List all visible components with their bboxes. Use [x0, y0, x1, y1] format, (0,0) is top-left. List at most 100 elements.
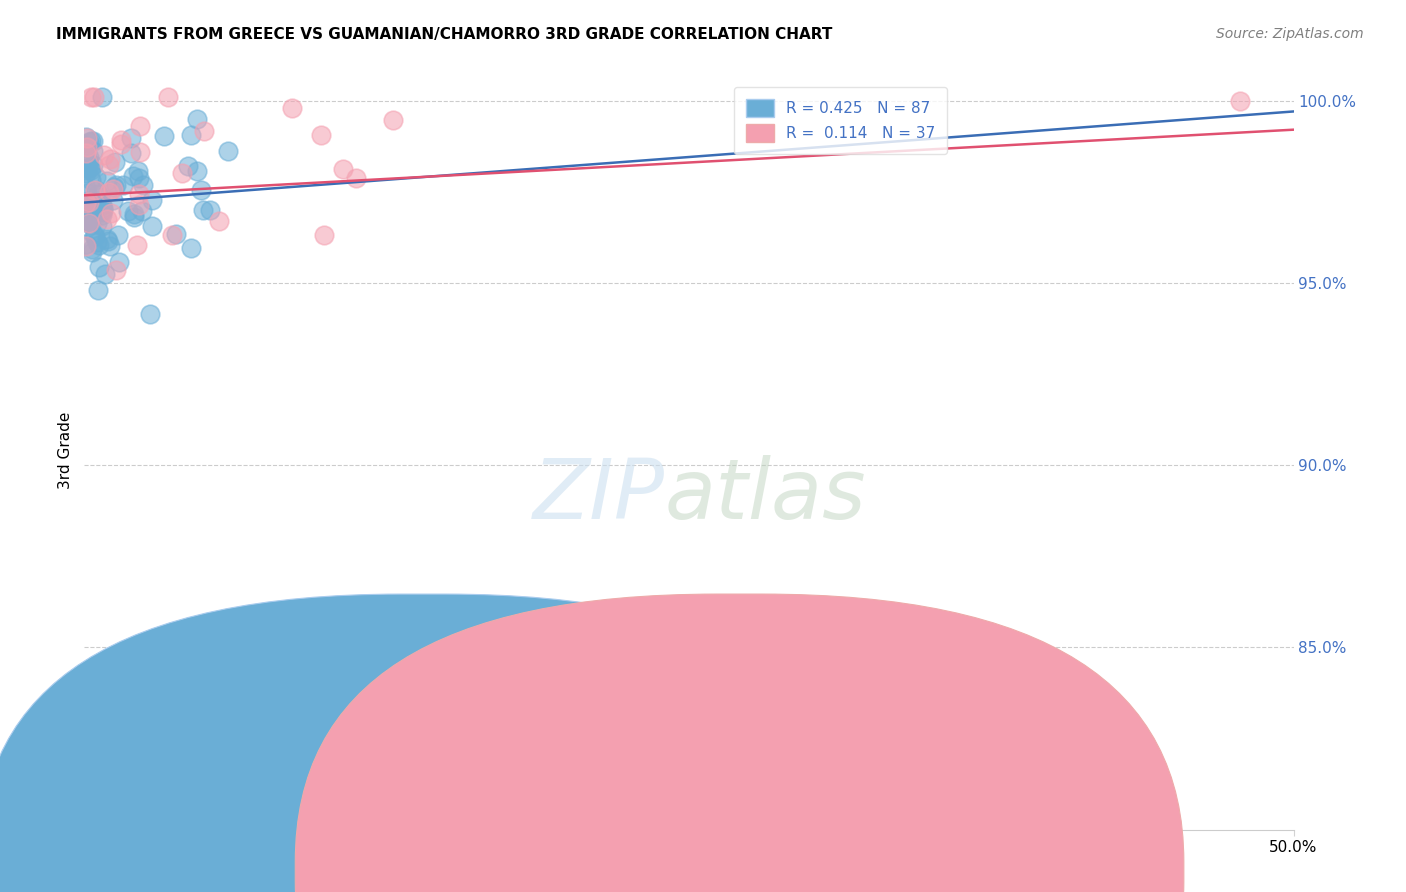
Point: [165, 227, 187, 242]
Point: [193, 124, 215, 138]
Point: [77, 135, 100, 149]
Point: [108, 255, 131, 269]
Point: [97, 234, 120, 248]
Point: [76, 161, 98, 175]
Point: [83, 228, 105, 243]
Point: [77, 216, 100, 230]
Point: [153, 128, 176, 143]
Point: [76, 214, 98, 228]
Point: [172, 166, 194, 180]
Point: [89, 190, 111, 204]
Point: [84, 170, 107, 185]
Point: [80, 245, 103, 260]
Point: [77, 214, 100, 228]
Point: [77, 194, 100, 209]
Point: [91, 201, 114, 215]
Point: [141, 193, 163, 207]
Point: [87, 186, 110, 201]
Point: [91, 205, 114, 219]
Point: [86, 235, 108, 249]
Point: [96, 211, 118, 226]
Point: [127, 238, 149, 252]
Point: [91, 219, 114, 234]
Point: [75, 180, 97, 194]
Text: Source: ZipAtlas.com: Source: ZipAtlas.com: [1216, 27, 1364, 41]
Point: [312, 227, 335, 242]
Text: Guamanians/Chamorros: Guamanians/Chamorros: [770, 865, 955, 880]
Point: [80, 212, 103, 227]
Point: [309, 128, 332, 142]
Point: [280, 102, 302, 116]
Point: [91, 90, 114, 104]
Point: [100, 205, 122, 219]
Point: [162, 227, 184, 242]
Point: [190, 183, 212, 197]
Text: ZIP: ZIP: [533, 456, 665, 536]
Point: [91, 197, 114, 211]
Point: [79, 161, 101, 176]
Point: [332, 161, 354, 176]
Point: [131, 204, 153, 219]
Point: [101, 182, 124, 196]
Point: [83, 90, 105, 104]
Point: [117, 203, 139, 218]
Point: [79, 196, 101, 211]
Point: [156, 90, 179, 104]
Point: [103, 179, 125, 194]
Point: [80, 219, 103, 233]
Point: [86, 216, 108, 230]
Point: [128, 198, 150, 212]
Point: [98, 153, 121, 167]
Point: [128, 145, 150, 159]
Point: [103, 193, 125, 207]
Point: [1229, 94, 1251, 108]
Point: [127, 164, 149, 178]
Point: [96, 174, 118, 188]
Point: [82, 145, 104, 159]
Point: [120, 146, 142, 161]
Point: [75, 145, 97, 160]
Point: [128, 187, 150, 202]
Point: [176, 160, 198, 174]
Point: [110, 136, 132, 151]
Point: [97, 157, 120, 171]
Point: [84, 229, 107, 244]
Point: [76, 140, 98, 154]
Point: [76, 186, 98, 200]
Point: [93, 148, 115, 162]
Point: [83, 183, 105, 197]
Point: [186, 163, 208, 178]
Point: [80, 134, 103, 148]
Point: [96, 232, 118, 246]
Point: [180, 128, 202, 142]
Point: [77, 211, 100, 226]
Point: [86, 283, 108, 297]
Point: [381, 113, 404, 128]
Point: [84, 184, 107, 198]
Point: [208, 214, 231, 228]
Point: [138, 307, 160, 321]
Point: [75, 161, 97, 176]
Point: [87, 260, 110, 274]
Point: [122, 169, 145, 183]
Point: [82, 135, 104, 149]
Point: [94, 267, 117, 281]
Point: [75, 236, 97, 251]
Point: [77, 150, 100, 164]
Point: [91, 203, 114, 218]
Point: [120, 130, 142, 145]
Point: [98, 239, 121, 253]
Point: [191, 202, 214, 217]
Point: [77, 194, 100, 209]
Point: [82, 158, 104, 172]
Point: [180, 241, 202, 255]
Point: [80, 90, 103, 104]
Point: [75, 208, 97, 222]
Point: [77, 155, 100, 169]
Point: [129, 119, 152, 133]
Point: [76, 194, 98, 209]
Point: [104, 263, 127, 277]
Point: [131, 178, 153, 193]
Point: [112, 178, 135, 192]
Text: atlas: atlas: [665, 456, 866, 536]
